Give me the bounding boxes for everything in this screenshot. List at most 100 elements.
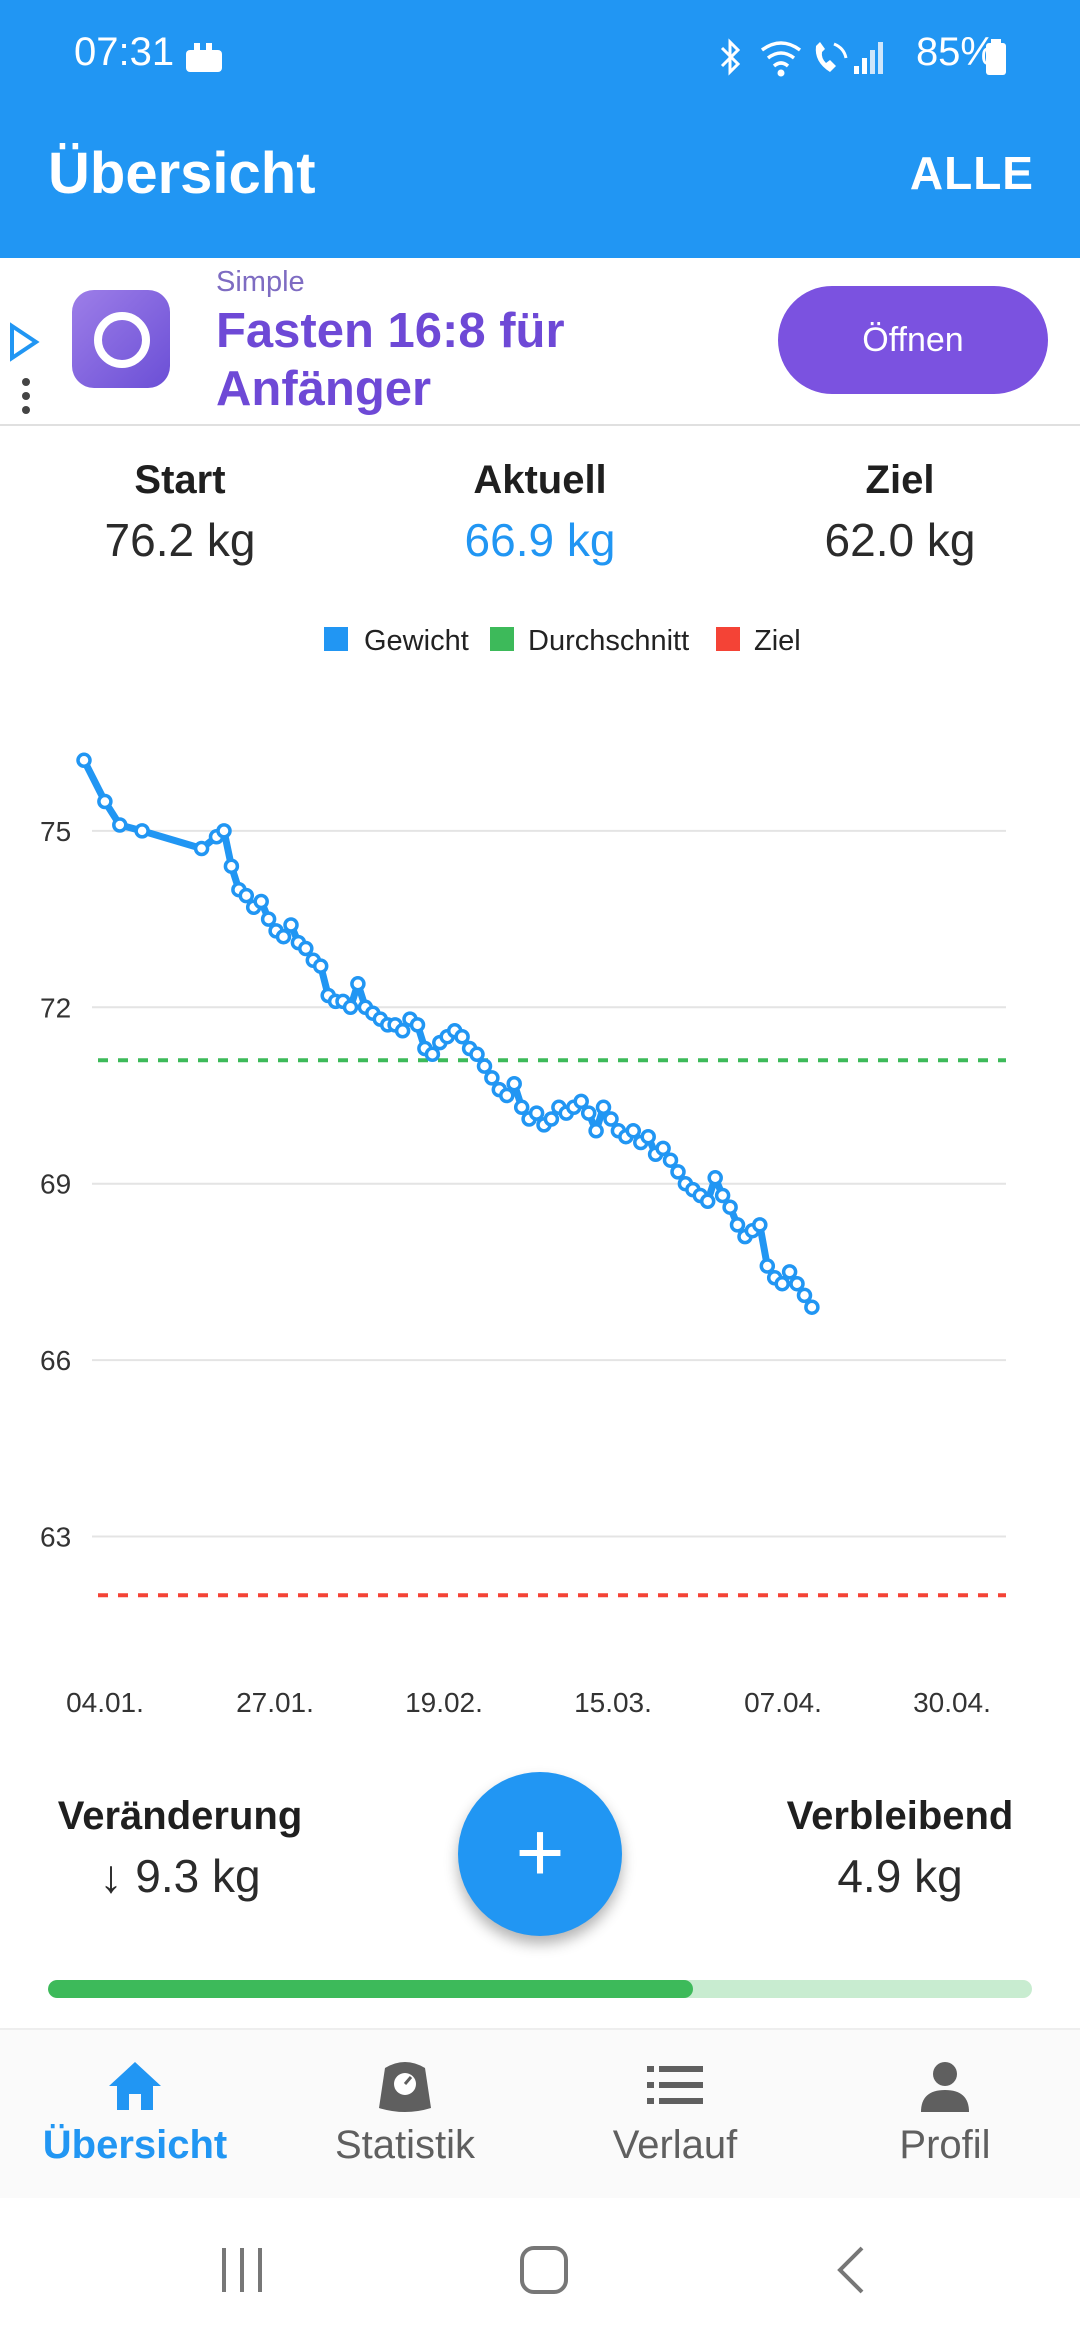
data-point[interactable] bbox=[662, 1152, 679, 1168]
nav-profile[interactable]: Profil bbox=[810, 2058, 1080, 2168]
nav-history[interactable]: Verlauf bbox=[540, 2058, 810, 2168]
ad-title[interactable]: Fasten 16:8 für Anfänger bbox=[216, 304, 565, 416]
data-point[interactable] bbox=[260, 911, 277, 927]
battery-icon bbox=[986, 39, 1006, 75]
bluetooth-icon bbox=[720, 38, 741, 76]
data-point[interactable] bbox=[655, 1140, 671, 1157]
data-point[interactable] bbox=[759, 1258, 776, 1274]
data-point[interactable] bbox=[506, 1075, 522, 1092]
data-point[interactable] bbox=[588, 1123, 604, 1139]
data-point[interactable] bbox=[134, 823, 150, 839]
stat-current: Aktuell 66.9 kg bbox=[360, 458, 720, 567]
data-point[interactable] bbox=[193, 840, 210, 857]
data-point[interactable] bbox=[238, 887, 255, 904]
nav-overview-label: Übersicht bbox=[42, 2123, 228, 2167]
stat-current-label: Aktuell bbox=[473, 458, 607, 502]
data-point[interactable] bbox=[796, 1287, 813, 1304]
data-point[interactable] bbox=[312, 958, 329, 974]
data-point[interactable] bbox=[528, 1105, 545, 1121]
data-point[interactable] bbox=[625, 1123, 642, 1139]
back-icon[interactable] bbox=[832, 2244, 872, 2298]
legend-weight: Gewicht bbox=[364, 625, 469, 657]
data-point[interactable] bbox=[714, 1187, 731, 1204]
summary-change: Veränderung ↓ 9.3 kg bbox=[0, 1794, 360, 1903]
data-point[interactable] bbox=[752, 1217, 768, 1233]
bottom-navigation: Übersicht Statistik Verlauf Profil bbox=[0, 2028, 1080, 2200]
remaining-label: Verbleibend bbox=[786, 1794, 1014, 1838]
data-point[interactable] bbox=[283, 917, 299, 933]
nav-statistics[interactable]: Statistik bbox=[270, 2058, 540, 2168]
all-button[interactable]: ALLE bbox=[909, 147, 1034, 199]
data-point[interactable] bbox=[543, 1111, 560, 1127]
data-point[interactable] bbox=[707, 1170, 723, 1186]
nav-history-label: Verlauf bbox=[612, 2123, 738, 2167]
add-entry-button[interactable]: + bbox=[458, 1772, 622, 1936]
data-point[interactable] bbox=[573, 1093, 589, 1110]
person-icon bbox=[921, 2062, 969, 2112]
y-tick-label: 69 bbox=[40, 1169, 71, 1200]
chart-legend: Gewicht Durchschnitt Ziel bbox=[324, 625, 801, 657]
data-point[interactable] bbox=[603, 1111, 619, 1127]
data-point[interactable] bbox=[342, 999, 359, 1016]
data-point[interactable] bbox=[804, 1299, 820, 1315]
data-point[interactable] bbox=[595, 1099, 612, 1116]
x-tick-label: 30.04. bbox=[913, 1687, 991, 1718]
y-tick-label: 72 bbox=[40, 992, 71, 1023]
data-point[interactable] bbox=[394, 1023, 411, 1039]
data-point[interactable] bbox=[350, 976, 366, 992]
data-point[interactable] bbox=[476, 1058, 493, 1074]
stat-current-value: 66.9 kg bbox=[464, 514, 616, 566]
weight-chart[interactable]: Gewicht Durchschnitt Ziel 75 72 69 66 63 04.… bbox=[0, 600, 1080, 1730]
data-point[interactable] bbox=[409, 1017, 426, 1033]
wifi-icon bbox=[760, 41, 802, 77]
scale-icon bbox=[379, 2062, 431, 2112]
legend-average-swatch bbox=[490, 627, 514, 651]
x-tick-label: 27.01. bbox=[236, 1687, 314, 1718]
y-tick-label: 75 bbox=[40, 816, 71, 847]
data-point[interactable] bbox=[424, 1046, 441, 1063]
data-point[interactable] bbox=[76, 752, 92, 769]
change-value: ↓ 9.3 kg bbox=[99, 1850, 261, 1902]
data-point[interactable] bbox=[580, 1105, 597, 1121]
home-button-icon[interactable] bbox=[518, 2244, 572, 2298]
data-point[interactable] bbox=[469, 1046, 485, 1063]
data-point[interactable] bbox=[499, 1087, 515, 1104]
stat-start: Start 76.2 kg bbox=[0, 458, 360, 567]
data-point[interactable] bbox=[216, 823, 232, 839]
battery-level: 85% bbox=[915, 30, 996, 74]
data-point[interactable] bbox=[253, 893, 269, 910]
legend-goal: Ziel bbox=[754, 625, 801, 657]
recent-apps-icon[interactable] bbox=[218, 2246, 268, 2296]
ad-app-icon[interactable] bbox=[72, 290, 170, 388]
x-tick-label: 19.02. bbox=[405, 1687, 483, 1718]
nav-statistics-label: Statistik bbox=[334, 2123, 476, 2167]
goal-progress-fill bbox=[48, 1980, 693, 1998]
ad-open-button[interactable]: Öffnen bbox=[778, 286, 1048, 394]
status-bar: 07:31 85% bbox=[0, 0, 1080, 118]
nav-overview[interactable]: Übersicht bbox=[0, 2058, 270, 2168]
data-point[interactable] bbox=[275, 928, 292, 945]
stat-goal: Ziel 62.0 kg bbox=[720, 458, 1080, 567]
data-point[interactable] bbox=[223, 858, 240, 874]
data-point[interactable] bbox=[640, 1128, 656, 1145]
data-point[interactable] bbox=[722, 1199, 738, 1215]
data-point[interactable] bbox=[789, 1275, 805, 1292]
more-vert-icon[interactable] bbox=[18, 376, 34, 420]
data-point[interactable] bbox=[670, 1164, 686, 1180]
ad-choices-icon[interactable] bbox=[6, 322, 42, 362]
ad-banner[interactable]: Simple Fasten 16:8 für Anfänger Öffnen bbox=[0, 258, 1080, 426]
stat-goal-value: 62.0 kg bbox=[824, 514, 976, 566]
data-point[interactable] bbox=[774, 1275, 790, 1292]
data-point[interactable] bbox=[298, 940, 314, 957]
nav-profile-label: Profil bbox=[899, 2123, 991, 2167]
data-point[interactable] bbox=[729, 1217, 746, 1233]
x-tick-label: 07.04. bbox=[744, 1687, 822, 1718]
data-point[interactable] bbox=[699, 1193, 716, 1210]
wifi-call-icon bbox=[815, 42, 848, 72]
data-point[interactable] bbox=[781, 1264, 798, 1280]
data-point[interactable] bbox=[484, 1070, 500, 1086]
data-point[interactable] bbox=[513, 1099, 530, 1116]
data-point[interactable] bbox=[112, 817, 128, 833]
data-point[interactable] bbox=[454, 1028, 470, 1045]
data-point[interactable] bbox=[97, 793, 113, 810]
